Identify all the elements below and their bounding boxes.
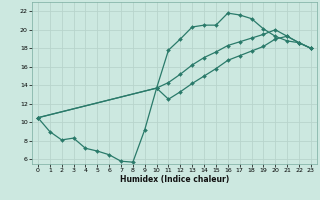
X-axis label: Humidex (Indice chaleur): Humidex (Indice chaleur) [120, 175, 229, 184]
